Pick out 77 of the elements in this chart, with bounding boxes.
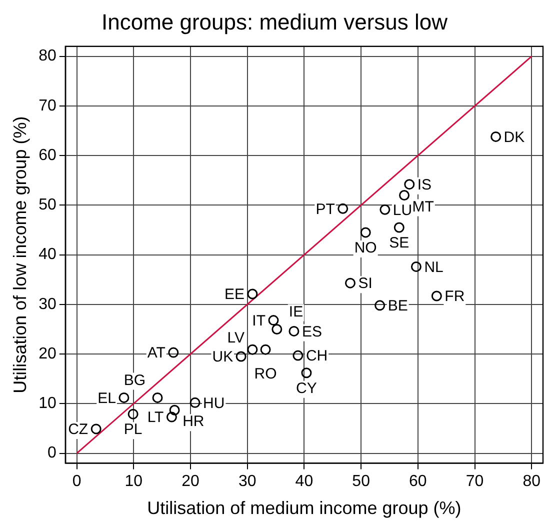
annotation: DK <box>504 128 525 146</box>
annotation: IS <box>417 176 432 194</box>
x-tick-label: 20 <box>182 473 200 490</box>
y-tick-label: 20 <box>38 345 56 362</box>
x-tick-label: 60 <box>409 473 427 490</box>
point <box>236 351 246 362</box>
point <box>380 204 390 215</box>
annotation: CY <box>296 380 317 398</box>
annotation: MT <box>412 198 434 216</box>
x-tick-label: 70 <box>466 473 484 490</box>
annotation: ES <box>302 323 322 340</box>
annotation: NO <box>354 240 377 257</box>
annotation: CZ <box>68 421 88 438</box>
point <box>374 300 386 311</box>
point <box>288 326 300 336</box>
annotation: PL <box>124 421 142 438</box>
annotation: NL <box>424 258 444 276</box>
y-tick-label: 60 <box>38 146 56 164</box>
annotation: AT <box>147 344 166 362</box>
annotation: HR <box>182 413 204 430</box>
point <box>118 392 130 403</box>
point <box>338 203 348 214</box>
point <box>345 278 356 288</box>
y-tick-label: 80 <box>38 48 56 65</box>
x-tick-label: 30 <box>238 473 256 490</box>
point <box>128 408 138 420</box>
annotation: HU <box>203 394 225 412</box>
annotation: PT <box>316 200 335 218</box>
y-tick-label: 0 <box>47 444 56 462</box>
point <box>292 350 304 361</box>
y-tick-label: 10 <box>38 395 56 412</box>
annotation: LV <box>227 330 244 347</box>
annotation: EL <box>98 390 116 407</box>
point <box>404 179 415 190</box>
point <box>410 261 422 272</box>
point <box>169 404 180 416</box>
point <box>168 347 179 358</box>
y-tick-label: 50 <box>38 196 56 214</box>
y-tick-label: 30 <box>38 296 56 313</box>
annotation: BE <box>388 298 408 315</box>
point <box>247 288 258 300</box>
point <box>247 344 258 355</box>
x-tick-label: 10 <box>124 473 143 490</box>
point <box>166 412 177 422</box>
y-axis-title: Utilisation of low income group (%) <box>10 116 30 394</box>
point <box>301 368 312 378</box>
point <box>394 222 404 233</box>
annotation: SE <box>389 234 410 252</box>
y-tick-label: 40 <box>38 246 56 264</box>
x-tick-label: 0 <box>72 473 82 490</box>
point <box>360 227 371 238</box>
annotation: SI <box>358 275 372 292</box>
annotation: LT <box>147 409 164 426</box>
point <box>268 315 279 326</box>
annotation: RO <box>254 366 277 383</box>
point <box>431 290 442 302</box>
annotation: CH <box>306 348 328 365</box>
point <box>272 324 282 334</box>
annotation: IE <box>288 303 304 320</box>
annotation: IT <box>252 312 266 330</box>
point <box>490 131 502 142</box>
x-tick-label: 50 <box>352 473 370 490</box>
point <box>90 424 102 434</box>
x-axis-title: Utilisation of medium income group (%) <box>147 498 462 518</box>
y-tick-label: 70 <box>38 97 56 114</box>
annotation: BG <box>124 372 146 389</box>
x-tick-label: 40 <box>295 473 314 490</box>
chart-title: Income groups: medium versus low <box>101 9 448 34</box>
point <box>152 392 163 403</box>
annotation: LU <box>392 202 412 219</box>
point <box>260 344 271 355</box>
annotation: EE <box>224 286 244 304</box>
annotation: FR <box>444 288 465 306</box>
x-tick-label: 80 <box>522 473 541 490</box>
point <box>399 190 410 201</box>
point <box>190 397 200 408</box>
annotation: UK <box>212 348 234 366</box>
